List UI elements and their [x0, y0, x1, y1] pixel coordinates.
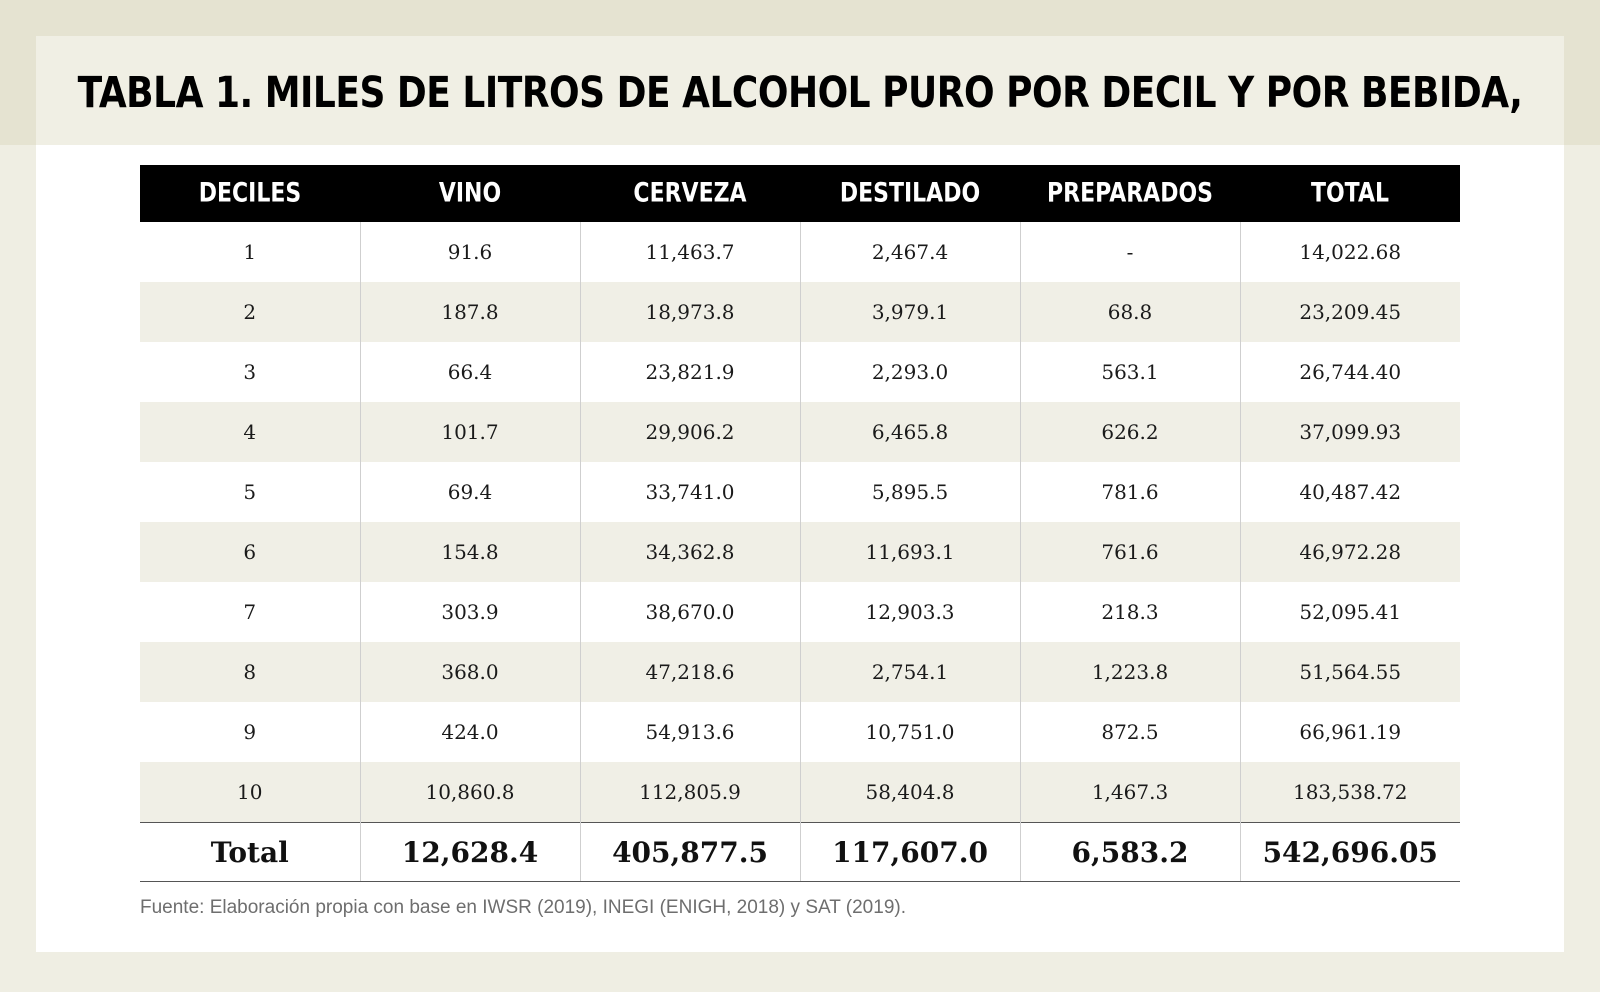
table-cell: 33,741.0 — [579, 462, 800, 522]
total-cell: Total — [140, 822, 360, 882]
table-cell: 1,223.8 — [1019, 642, 1240, 702]
table-cell: 424.0 — [359, 702, 580, 762]
table-cell: 218.3 — [1019, 582, 1240, 642]
table-cell: 303.9 — [359, 582, 580, 642]
table-cell: - — [1019, 222, 1240, 282]
table-cell: 5 — [243, 480, 257, 504]
table-cell: 2,754.1 — [799, 642, 1020, 702]
column-header: PREPARADOS — [1020, 165, 1240, 222]
table-cell: 54,913.6 — [579, 702, 800, 762]
table-cell: 69.4 — [359, 462, 580, 522]
table-cell: 1,467.3 — [1019, 762, 1240, 823]
data-table: DECILES VINO CERVEZA DESTILADO PREPARADO… — [140, 165, 1460, 882]
table-row: 1 91.6 11,463.7 2,467.4-14,022.68 — [140, 222, 1460, 282]
table-cell: 10 — [237, 780, 263, 804]
table-row: 10 10,860.8 112,805.9 58,404.8 1,467.3 183,53… — [140, 762, 1460, 823]
table-cell: 2,293.0 — [799, 342, 1020, 402]
table-cell: 872.5 — [1019, 702, 1240, 762]
table-cell: 18,973.8 — [579, 282, 800, 342]
table-cell: 10,860.8 — [359, 762, 580, 823]
table-cell: 6 — [243, 540, 257, 564]
table-cell: 40,487.42 — [1239, 462, 1460, 522]
table-cell: 8 — [243, 660, 257, 684]
table-cell: 626.2 — [1019, 402, 1240, 462]
table-cell: 66,961.19 — [1239, 702, 1460, 762]
table-cell: 58,404.8 — [799, 762, 1020, 823]
table-cell: 368.0 — [359, 642, 580, 702]
table-row: 2 187.8 18,973.8 3,979.1 68.8 23,209.45 — [140, 282, 1460, 342]
table-cell: 91.6 — [359, 222, 580, 282]
table-cell: 68.8 — [1019, 282, 1240, 342]
table-cell: 761.6 — [1019, 522, 1240, 582]
table-cell: 2,467.4 — [799, 222, 1020, 282]
table-cell: 51,564.55 — [1239, 642, 1460, 702]
table-row: 6 154.8 34,362.8 11,693.1 761.6 46,972.28 — [140, 522, 1460, 582]
table-row: 4 101.7 29,906.2 6,465.8 626.2 37,099.93 — [140, 402, 1460, 462]
table-row: 7 303.9 38,670.0 12,903.3 218.3 52,095.41 — [140, 582, 1460, 642]
table-cell: 3 — [243, 360, 257, 384]
table-row: 3 66.4 23,821.9 2,293.0 563.1 26,744.40 — [140, 342, 1460, 402]
table-body: 1 91.6 11,463.7 2,467.4-14,022.68 2 187.8 18,9… — [140, 222, 1460, 882]
table-cell: 4 — [243, 420, 257, 444]
table-cell: 46,972.28 — [1239, 522, 1460, 582]
column-header: CERVEZA — [580, 165, 800, 222]
table-cell: 23,821.9 — [579, 342, 800, 402]
column-header: VINO — [360, 165, 580, 222]
column-header: DESTILADO — [800, 165, 1020, 222]
table-cell: 187.8 — [359, 282, 580, 342]
total-cell: 405,877.5 — [579, 822, 800, 882]
table-cell: 29,906.2 — [579, 402, 800, 462]
table-cell: 37,099.93 — [1239, 402, 1460, 462]
table-cell: 7 — [243, 600, 257, 624]
source-note: Fuente: Elaboración propia con base en I… — [140, 897, 906, 918]
table-cell: 3,979.1 — [799, 282, 1020, 342]
table-cell: 2 — [243, 300, 257, 324]
table-cell: 11,693.1 — [799, 522, 1020, 582]
table-cell: 563.1 — [1019, 342, 1240, 402]
table-title: TABLA 1. MILES DE LITROS DE ALCOHOL PURO… — [77, 69, 1523, 212]
table-cell: 23,209.45 — [1239, 282, 1460, 342]
total-cell: 12,628.4 — [359, 822, 580, 882]
table-cell: 52,095.41 — [1239, 582, 1460, 642]
table-cell: 38,670.0 — [579, 582, 800, 642]
table-cell: 154.8 — [359, 522, 580, 582]
table-cell: 26,744.40 — [1239, 342, 1460, 402]
total-cell: 6,583.2 — [1019, 822, 1240, 882]
total-row: Total 12,628.4 405,877.5 117,607.0 6,583.2 54… — [140, 822, 1460, 882]
table-cell: 5,895.5 — [799, 462, 1020, 522]
table-cell: 34,362.8 — [579, 522, 800, 582]
table-header-row: DECILES VINO CERVEZA DESTILADO PREPARADO… — [140, 165, 1460, 222]
title-band — [36, 36, 1564, 145]
table-cell: 14,022.68 — [1239, 222, 1460, 282]
table-cell: 11,463.7 — [579, 222, 800, 282]
table-cell: 101.7 — [359, 402, 580, 462]
table-row: 8 368.0 47,218.6 2,754.1 1,223.8 51,564.55 — [140, 642, 1460, 702]
table-cell: 6,465.8 — [799, 402, 1020, 462]
table-cell: 47,218.6 — [579, 642, 800, 702]
total-cell: 117,607.0 — [799, 822, 1020, 882]
table-cell: 10,751.0 — [799, 702, 1020, 762]
table-cell: 1 — [243, 240, 257, 264]
table-cell: 183,538.72 — [1239, 762, 1460, 823]
table-cell: 12,903.3 — [799, 582, 1020, 642]
table-cell: 9 — [243, 720, 257, 744]
table-row: 9 424.0 54,913.6 10,751.0 872.5 66,961.19 — [140, 702, 1460, 762]
table-row: 5 69.4 33,741.0 5,895.5 781.6 40,487.42 — [140, 462, 1460, 522]
table-cell: 112,805.9 — [579, 762, 800, 823]
column-header: DECILES — [140, 165, 360, 222]
table-cell: 781.6 — [1019, 462, 1240, 522]
column-header: TOTAL — [1240, 165, 1460, 222]
total-cell: 542,696.05 — [1239, 822, 1460, 882]
table-cell: 66.4 — [359, 342, 580, 402]
